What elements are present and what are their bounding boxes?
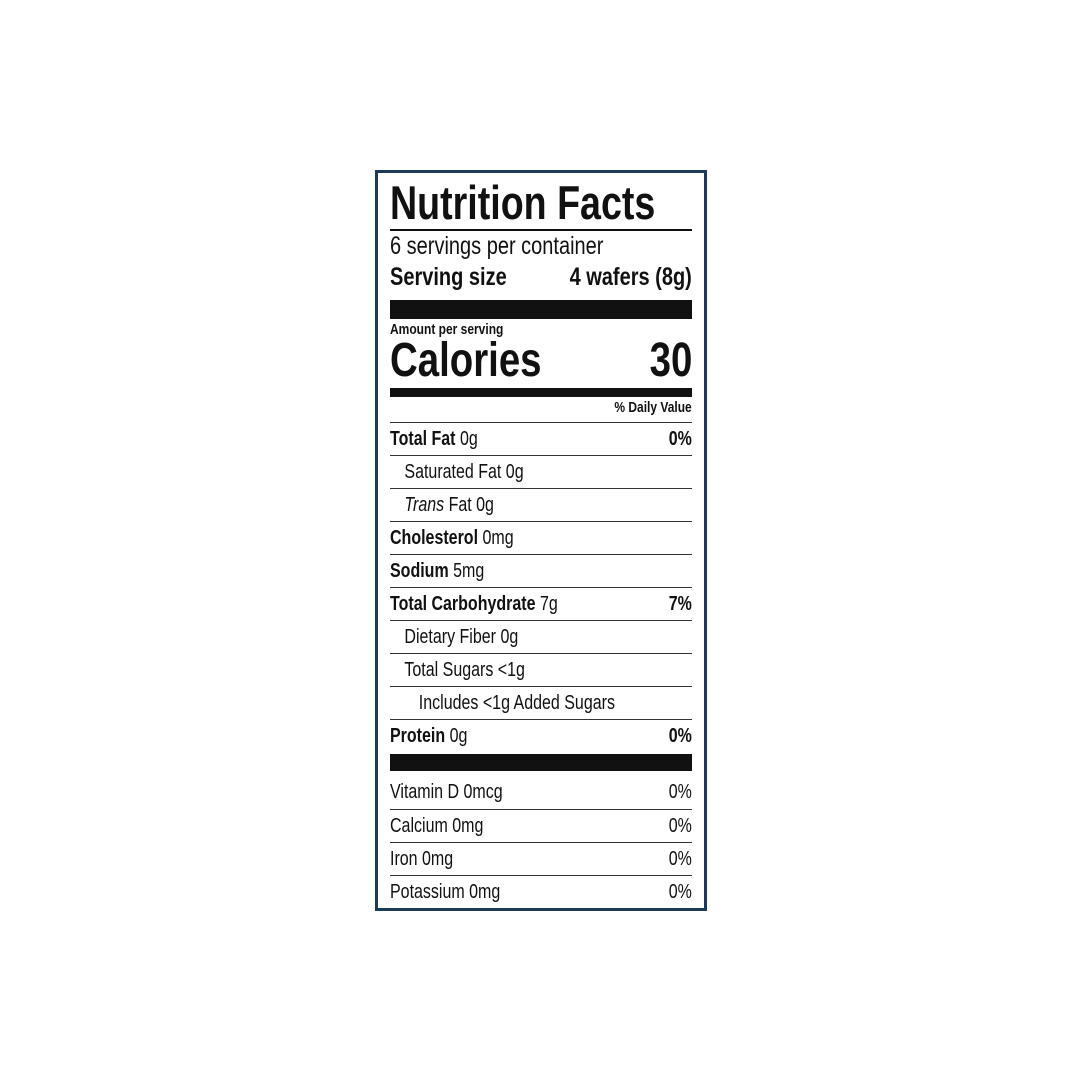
- nutrient-row: Includes <1g Added Sugars: [390, 686, 692, 720]
- nutrient-label: Includes <1g Added Sugars: [418, 692, 615, 714]
- nutrient-label: Total Carbohydrate: [390, 593, 536, 615]
- nutrient-name: Total Carbohydrate 7g: [390, 588, 558, 621]
- nutrient-daily-value: 0%: [668, 725, 692, 747]
- vitamin-daily-value: 0%: [668, 781, 692, 803]
- vitamin-name: Potassium: [390, 881, 465, 903]
- nutrient-label: Saturated Fat: [404, 461, 502, 483]
- nutrient-label: Cholesterol: [390, 527, 479, 549]
- nutrient-label: Total Fat: [390, 428, 456, 450]
- vitamin-row: Iron 0mg 0%: [390, 842, 692, 876]
- calories-row: Calories 30: [390, 334, 692, 387]
- nutrient-row: Saturated Fat 0g: [390, 455, 692, 489]
- nutrient-daily-value: 0%: [668, 428, 692, 450]
- nutrient-amount: 0g: [500, 626, 519, 648]
- nutrient-amount: 7g: [539, 593, 558, 615]
- divider: [390, 229, 692, 231]
- nutrient-amount: 0g: [505, 461, 524, 483]
- nutrient-amount: 0g: [476, 494, 494, 516]
- vitamin-row: Vitamin D 0mcg 0%: [390, 776, 692, 809]
- vitamin-name: Calcium: [390, 815, 448, 837]
- nutrient-row: Cholesterol 0mg: [390, 521, 692, 555]
- nutrient-amount: <1g: [497, 659, 525, 681]
- nutrient-row: Protein 0g 0%: [390, 719, 692, 753]
- thick-divider: [390, 300, 692, 319]
- nutrient-row: Total Carbohydrate 7g 7%: [390, 587, 692, 621]
- vitamin-amount: 0mg: [422, 848, 454, 870]
- nutrient-amount: 5mg: [453, 560, 485, 582]
- vitamin-name: Iron: [390, 848, 418, 870]
- nutrient-name: Trans Fat 0g: [390, 489, 494, 522]
- label-title: Nutrition Facts: [390, 176, 656, 229]
- vitamin-amount: 0mg: [469, 881, 501, 903]
- nutrient-row: Total Sugars <1g: [390, 653, 692, 687]
- nutrient-name: Sodium 5mg: [390, 555, 484, 588]
- nutrient-name-italic: Trans: [404, 494, 445, 516]
- nutrient-name: Protein 0g: [390, 720, 467, 753]
- nutrient-amount: 0g: [459, 428, 478, 450]
- servings-per-container: 6 servings per container: [390, 232, 604, 260]
- nutrient-row: Total Fat 0g 0%: [390, 422, 692, 456]
- vitamin-name: Vitamin D: [390, 781, 460, 803]
- thick-divider-vitamins: [390, 754, 692, 771]
- nutrient-label: Protein: [390, 725, 446, 747]
- nutrient-name: Total Fat 0g: [390, 423, 478, 456]
- vitamin-name-amount: Iron 0mg: [390, 843, 453, 876]
- daily-value-header: % Daily Value: [614, 399, 692, 416]
- vitamin-name-amount: Vitamin D 0mcg: [390, 776, 503, 809]
- nutrient-name-suffix: Fat: [448, 494, 472, 516]
- vitamin-daily-value: 0%: [668, 848, 692, 870]
- amount-per-serving: Amount per serving: [390, 321, 504, 338]
- nutrient-daily-value: 7%: [668, 593, 692, 615]
- nutrient-amount: 0g: [449, 725, 468, 747]
- vitamin-name-amount: Calcium 0mg: [390, 810, 483, 843]
- nutrient-name: Dietary Fiber 0g: [390, 621, 518, 654]
- nutrient-amount: 0mg: [482, 527, 514, 549]
- nutrient-name: Total Sugars <1g: [390, 654, 525, 687]
- nutrient-row: Sodium 5mg: [390, 554, 692, 588]
- vitamin-amount: 0mcg: [463, 781, 503, 803]
- nutrient-label: Sodium: [390, 560, 449, 582]
- nutrient-name: Cholesterol 0mg: [390, 522, 514, 555]
- vitamin-amount: 0mg: [452, 815, 484, 837]
- vitamin-name-amount: Potassium 0mg: [390, 876, 500, 909]
- serving-size: Serving size 4 wafers (8g): [390, 263, 692, 291]
- vitamin-row: Potassium 0mg 0%: [390, 875, 692, 909]
- vitamin-daily-value: 0%: [668, 815, 692, 837]
- vitamin-daily-value: 0%: [668, 881, 692, 903]
- nutrient-name: Includes <1g Added Sugars: [390, 687, 615, 720]
- nutrient-name: Saturated Fat 0g: [390, 456, 524, 489]
- medium-divider: [390, 388, 692, 397]
- nutrition-facts-label: Nutrition Facts 6 servings per container…: [375, 170, 707, 911]
- nutrient-row: Trans Fat 0g: [390, 488, 692, 522]
- nutrient-label: Dietary Fiber: [404, 626, 496, 648]
- nutrient-label: Total Sugars: [404, 659, 494, 681]
- vitamin-row: Calcium 0mg 0%: [390, 809, 692, 843]
- nutrient-row: Dietary Fiber 0g: [390, 620, 692, 654]
